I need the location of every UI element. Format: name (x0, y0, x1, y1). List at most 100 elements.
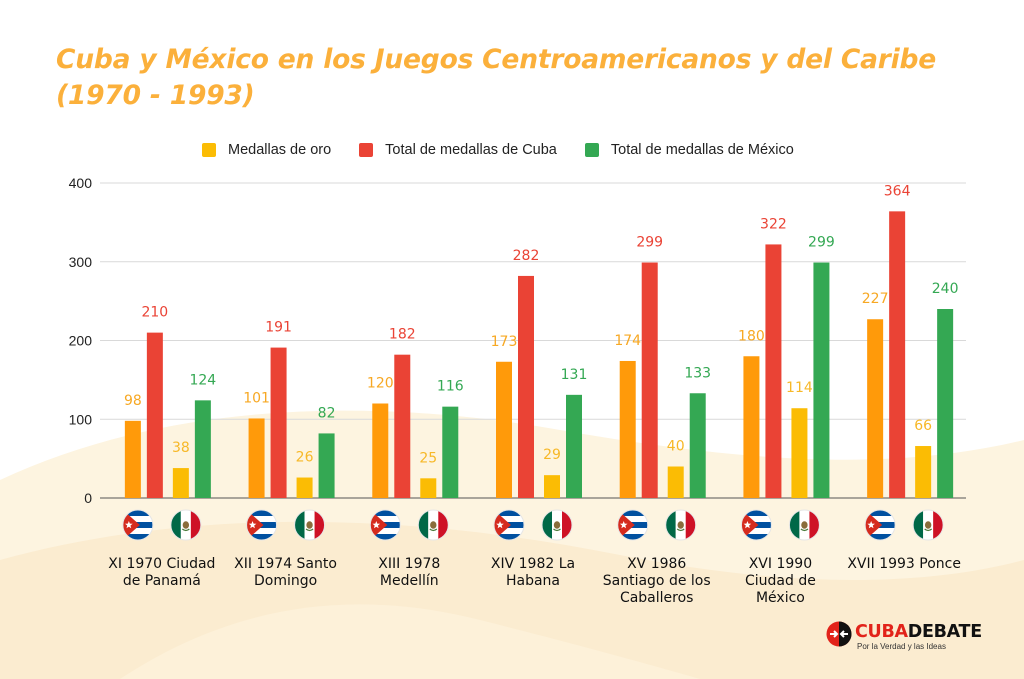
bar-oro (124, 420, 141, 498)
data-label: 322 (760, 216, 787, 232)
x-category-label-line: XII 1974 Santo (234, 556, 337, 572)
data-label: 174 (614, 333, 641, 349)
bar-oro-mexico (667, 466, 684, 498)
legend-label: Total de medallas de Cuba (385, 142, 557, 158)
mexico-flag-icon (912, 509, 944, 541)
x-category-label: XVI 1990 Ciudad de México (745, 556, 816, 606)
bar-cuba (641, 262, 658, 498)
bar-mexico (442, 406, 459, 498)
legend-item: Medallas de oro (202, 142, 331, 158)
x-category-label: XII 1974 Santo Domingo (234, 556, 337, 589)
x-category-label-line: Medellín (380, 573, 439, 589)
data-label: 299 (636, 235, 663, 251)
x-category-label-line: Habana (506, 573, 560, 589)
x-category-label-line: XIII 1978 (378, 556, 440, 572)
data-label: 38 (172, 440, 190, 456)
bar-oro (496, 361, 512, 498)
x-category-label-line: Domingo (254, 573, 317, 589)
mexico-flag-icon (170, 509, 202, 541)
data-label: 173 (491, 334, 518, 350)
data-label: 98 (124, 393, 142, 409)
logo-wordmark-cuba: CUBA (855, 622, 908, 642)
bar-oro-mexico (915, 446, 932, 498)
data-label: 182 (389, 327, 416, 343)
x-category-label-line: XI 1970 Ciudad (108, 556, 215, 572)
legend-swatch (359, 143, 374, 157)
bar-mexico (318, 433, 335, 498)
x-category-label: XV 1986 Santiago de los Caballeros (603, 556, 711, 606)
data-label: 191 (265, 320, 292, 336)
x-category-label-line: Ciudad de (745, 573, 816, 589)
bar-oro-mexico (296, 477, 313, 498)
data-label: 210 (141, 305, 168, 321)
data-label: 66 (914, 418, 932, 434)
x-category-label-line: Santiago de los (603, 573, 711, 589)
x-category-label: XIV 1982 La Habana (491, 556, 575, 589)
bar-oro-mexico (420, 478, 437, 498)
x-category-label-line: México (756, 590, 805, 606)
data-label: 29 (543, 447, 561, 463)
legend-swatch (584, 143, 599, 157)
data-label: 114 (786, 380, 813, 396)
y-tick-label: 200 (69, 333, 93, 349)
x-category-label: XI 1970 Ciudad de Panamá (108, 556, 215, 589)
bar-oro (743, 356, 760, 498)
legend-item: Total de medallas de Cuba (359, 142, 557, 158)
data-label: 124 (189, 372, 216, 388)
cubadebate-logo-icon (826, 621, 852, 647)
data-label: 26 (296, 450, 314, 466)
legend-item: Total de medallas de México (584, 142, 794, 158)
x-category-label-line: XVII 1993 Ponce (847, 556, 961, 572)
data-label: 116 (437, 379, 464, 395)
cuba-flag-icon (246, 509, 278, 541)
bar-cuba (270, 347, 287, 498)
bar-cuba (146, 332, 163, 498)
cuba-flag-icon (617, 509, 649, 541)
bar-oro (372, 403, 389, 498)
bar-oro (619, 360, 636, 498)
bar-mexico (194, 400, 211, 498)
mexico-flag-icon (417, 509, 449, 541)
y-tick-label: 400 (69, 175, 93, 191)
data-label: 282 (513, 248, 540, 264)
data-label: 299 (808, 235, 835, 251)
bar-cuba (889, 211, 906, 498)
bar-oro-mexico (791, 408, 808, 498)
cuba-flag-icon (740, 509, 772, 541)
data-label: 364 (884, 183, 911, 199)
legend-label: Total de medallas de México (610, 142, 794, 158)
y-tick-label: 300 (69, 254, 93, 270)
data-label: 131 (561, 367, 588, 383)
x-category-label-line: de Panamá (123, 573, 201, 589)
mexico-flag-icon (541, 509, 573, 541)
logo-wordmark-debate: DEBATE (907, 622, 982, 642)
chart-legend: Medallas de oro Total de medallas de Cuba… (202, 140, 794, 160)
bar-mexico (566, 394, 582, 498)
mexico-flag-icon (788, 509, 820, 541)
mexico-flag-icon (294, 509, 326, 541)
data-label: 240 (932, 281, 959, 297)
data-label: 180 (738, 328, 765, 344)
chart-title: Cuba y México en los Juegos Centroameric… (56, 44, 937, 111)
bar-oro (248, 418, 265, 498)
x-category-label-line: XV 1986 (627, 556, 686, 572)
data-label: 40 (667, 439, 685, 455)
x-category-label: XVII 1993 Ponce (847, 556, 961, 572)
bar-oro-mexico (544, 475, 560, 498)
data-label: 25 (419, 450, 437, 466)
bar-cuba (518, 275, 534, 498)
mexico-flag-icon (665, 509, 697, 541)
y-tick-label: 0 (84, 490, 92, 506)
x-category-label-line: XIV 1982 La (491, 556, 575, 572)
bar-oro (867, 319, 884, 498)
legend-swatch (202, 143, 216, 157)
bar-mexico (937, 309, 954, 498)
cuba-flag-icon (493, 509, 525, 541)
y-tick-label: 100 (69, 411, 93, 427)
bar-cuba (765, 244, 782, 498)
bar-mexico (689, 393, 706, 498)
x-category-label: XIII 1978 Medellín (378, 556, 440, 589)
bar-mexico (813, 262, 830, 498)
logo-wordmark: CUBADEBATE (855, 621, 982, 643)
